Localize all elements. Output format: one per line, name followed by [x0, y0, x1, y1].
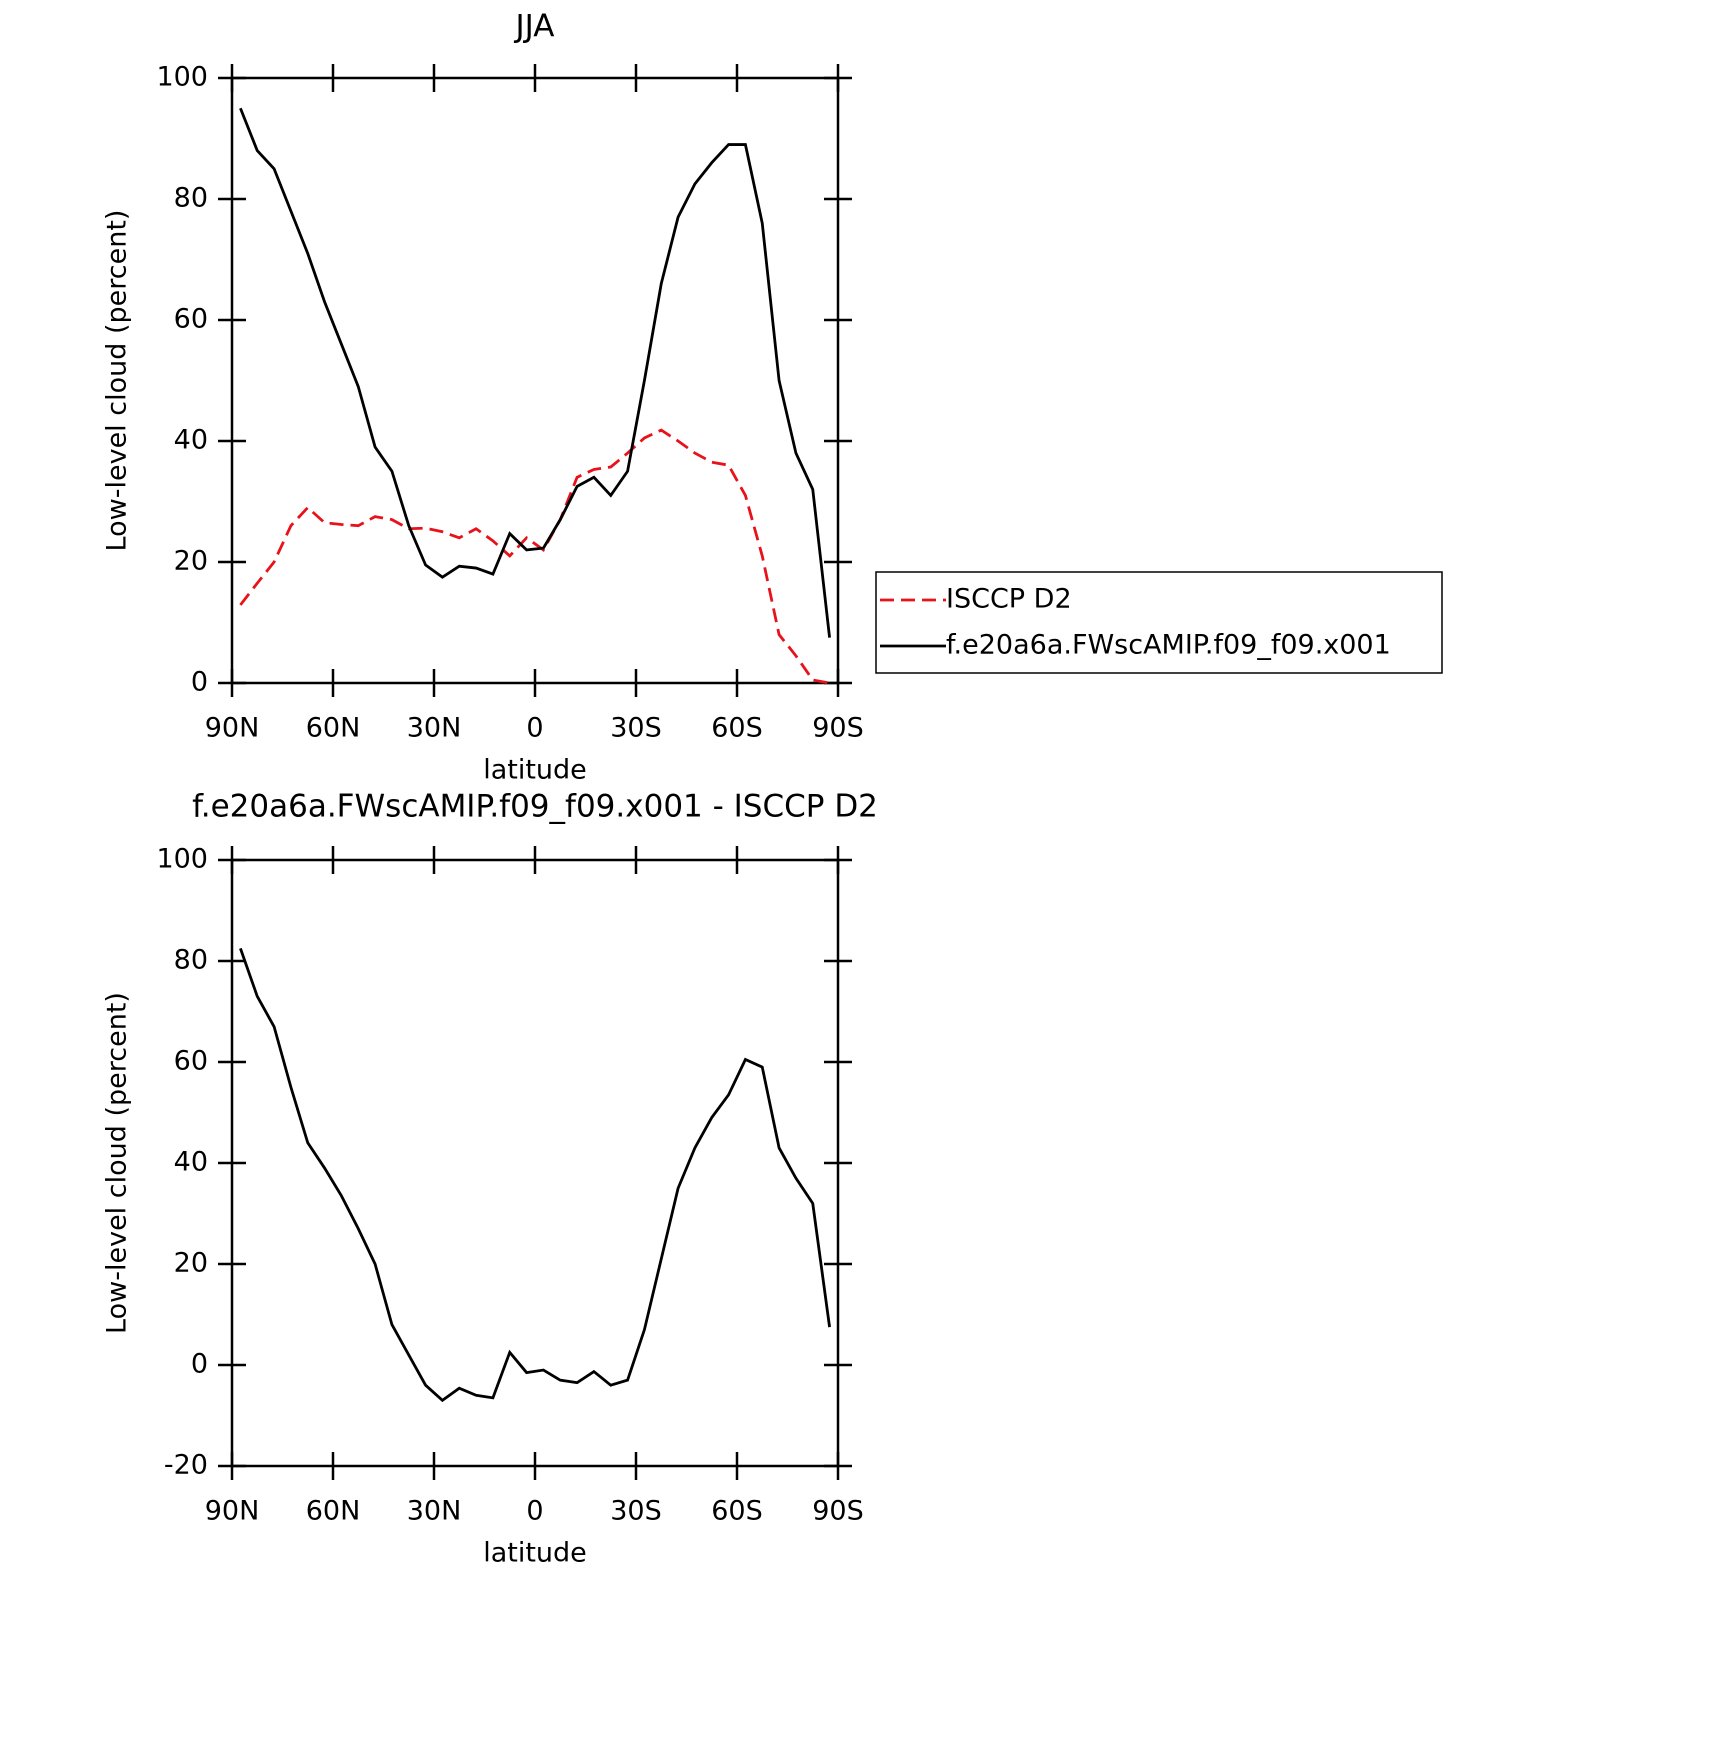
y-tick-label: 80 — [174, 183, 208, 214]
x-tick-label: 90N — [205, 713, 260, 744]
y-tick-label: 40 — [174, 1147, 208, 1178]
x-tick-label: 60N — [306, 1496, 361, 1527]
x-tick-label: 90S — [812, 713, 864, 744]
x-tick-label: 0 — [526, 713, 543, 744]
y-tick-label: 80 — [174, 945, 208, 976]
y-tick-label: 100 — [156, 844, 208, 875]
legend-label: f.e20a6a.FWscAMIP.f09_f09.x001 — [946, 630, 1391, 661]
data-line — [239, 947, 831, 1403]
chart-title: JJA — [514, 9, 555, 45]
x-axis-label: latitude — [483, 755, 587, 786]
data-line — [239, 428, 830, 685]
y-tick-label: 20 — [174, 546, 208, 577]
y-tick-label: 0 — [191, 667, 208, 698]
y-tick-label: 100 — [156, 62, 208, 93]
y-tick-label: 20 — [174, 1248, 208, 1279]
y-axis-label: Low-level cloud (percent) — [102, 210, 133, 552]
data-line — [239, 107, 831, 638]
y-tick-label: -20 — [164, 1450, 208, 1481]
x-tick-label: 30S — [610, 713, 662, 744]
x-tick-label: 60S — [711, 1496, 763, 1527]
x-tick-label: 60S — [711, 713, 763, 744]
x-tick-label: 30S — [610, 1496, 662, 1527]
plot-frame — [230, 76, 840, 685]
x-tick-label: 30N — [407, 713, 462, 744]
y-tick-label: 0 — [191, 1349, 208, 1380]
x-tick-label: 0 — [526, 1496, 543, 1527]
y-axis-label: Low-level cloud (percent) — [102, 992, 133, 1334]
y-tick-label: 60 — [174, 304, 208, 335]
plot-frame — [230, 858, 840, 1468]
y-tick-label: 40 — [174, 425, 208, 456]
y-tick-label: 60 — [174, 1046, 208, 1077]
x-axis-label: latitude — [483, 1538, 587, 1569]
chart-title: f.e20a6a.FWscAMIP.f09_f09.x001 - ISCCP D… — [192, 789, 878, 825]
x-tick-label: 60N — [306, 713, 361, 744]
x-tick-label: 90S — [812, 1496, 864, 1527]
x-tick-label: 90N — [205, 1496, 260, 1527]
legend-label: ISCCP D2 — [946, 584, 1072, 615]
x-tick-label: 30N — [407, 1496, 462, 1527]
legend-box — [875, 571, 1443, 674]
